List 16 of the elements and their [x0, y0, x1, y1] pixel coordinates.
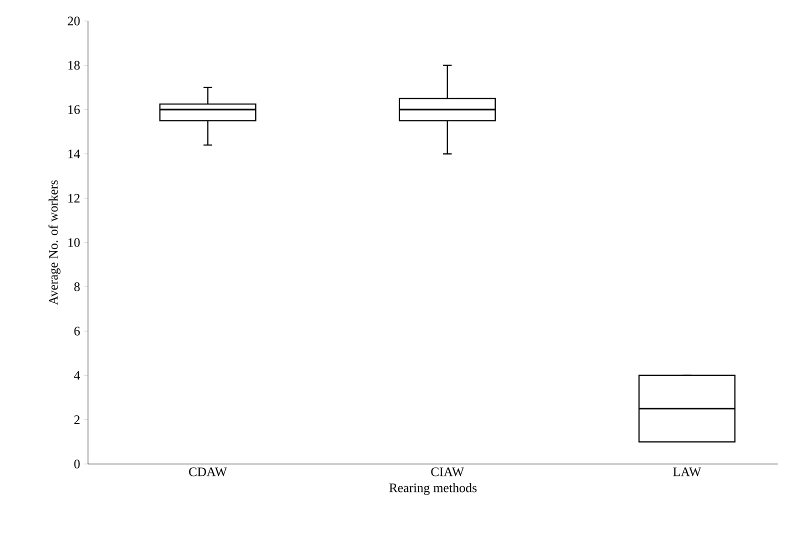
- y-tick-label: 8: [74, 282, 80, 292]
- y-tick-label: 4: [74, 371, 80, 380]
- y-tick-label: 14: [68, 150, 80, 158]
- x-axis-title: Rearing methods: [389, 483, 477, 495]
- x-tick-label: CIAW: [431, 468, 464, 476]
- y-tick-label: 2: [74, 415, 80, 424]
- y-tick-label: 20: [68, 16, 80, 26]
- x-tick-label: LAW: [673, 468, 702, 476]
- y-tick-label: 6: [74, 326, 80, 336]
- y-axis-title: Average No. of workers: [48, 180, 60, 306]
- y-tick-label: 16: [68, 105, 80, 114]
- y-tick-label: 0: [74, 460, 80, 468]
- x-tick-label: CDAW: [189, 468, 228, 476]
- y-tick-label: 18: [68, 60, 80, 70]
- y-tick-label: 12: [68, 194, 80, 202]
- y-tick-label: 10: [68, 238, 80, 247]
